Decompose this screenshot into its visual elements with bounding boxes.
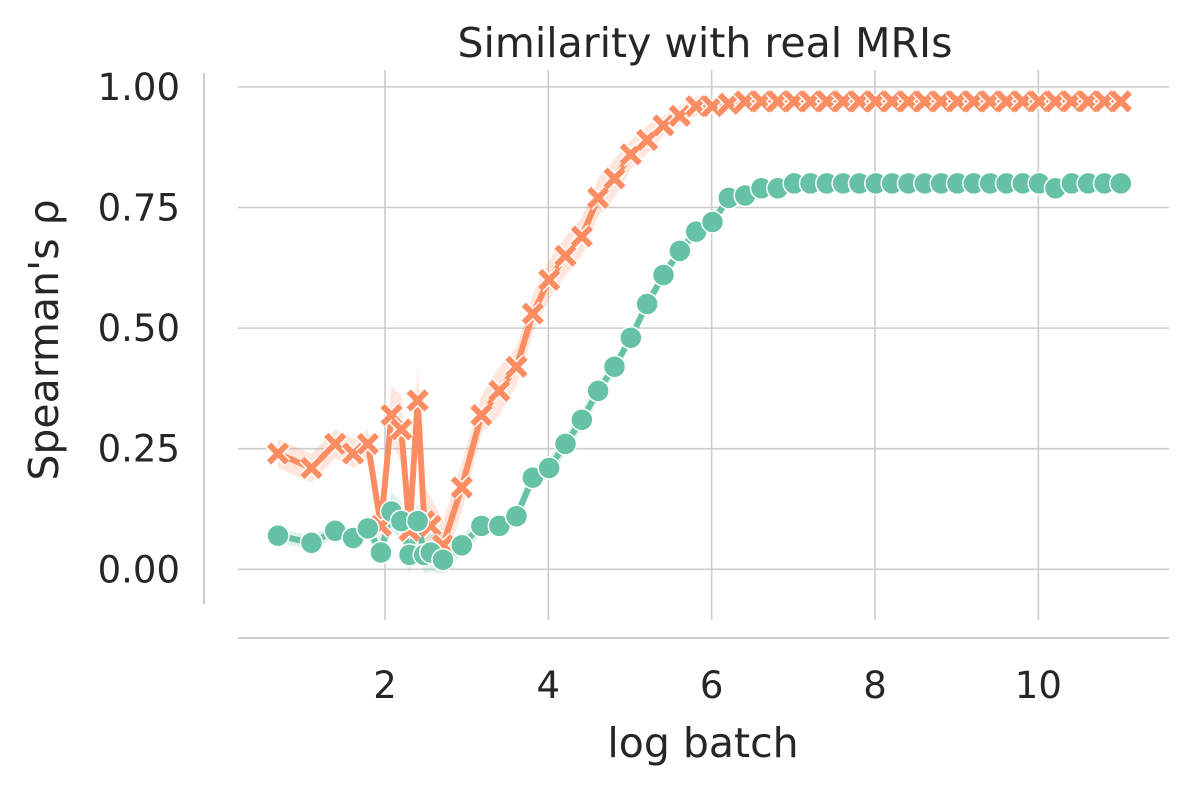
data-point <box>618 142 643 167</box>
y-tick-label: 0.00 <box>98 548 180 591</box>
data-point <box>1108 89 1133 114</box>
x-marker <box>390 418 413 441</box>
x-marker <box>470 403 493 427</box>
x-marker <box>570 225 593 248</box>
x-marker <box>636 128 659 152</box>
data-point <box>537 456 561 480</box>
x-marker <box>324 432 347 456</box>
data-point <box>369 540 393 565</box>
x-marker <box>505 355 528 378</box>
y-axis-label: Spearman's ρ <box>20 199 68 480</box>
x-marker <box>488 379 511 402</box>
data-point <box>602 354 627 379</box>
data-point <box>299 531 324 555</box>
x-marker <box>521 302 544 325</box>
axes: 0.00 0.25 0.50 0.75 1.00 2 4 6 8 10 <box>98 66 1169 707</box>
data-point <box>716 91 741 116</box>
x-tick-label: 8 <box>863 664 887 707</box>
data-point <box>265 441 291 466</box>
data-point <box>323 431 348 457</box>
x-marker <box>701 95 724 118</box>
x-marker <box>619 143 642 166</box>
x-tick-label: 4 <box>537 664 561 707</box>
x-marker <box>652 114 675 137</box>
data-point <box>1109 171 1133 196</box>
data-point <box>449 475 474 500</box>
series-line <box>275 98 1124 549</box>
data-point <box>356 516 380 541</box>
series-lines <box>275 98 1124 563</box>
x-tick-label: 2 <box>373 664 397 707</box>
x-marker <box>450 476 473 499</box>
x-marker <box>538 268 561 291</box>
data-point <box>570 408 594 432</box>
data-point <box>355 431 381 457</box>
data-point <box>405 388 430 413</box>
x-axis-label: log batch <box>607 719 798 767</box>
data-point <box>469 402 494 428</box>
data-point <box>700 94 725 119</box>
data-point <box>651 263 676 287</box>
data-point <box>553 243 578 268</box>
y-tick-label: 0.25 <box>98 428 180 471</box>
x-marker <box>587 186 610 209</box>
data-point <box>431 547 455 572</box>
data-point <box>635 292 659 316</box>
data-point <box>389 417 414 442</box>
x-marker <box>1109 90 1132 113</box>
x-marker <box>668 104 691 127</box>
data-point <box>536 267 562 293</box>
data-point <box>487 378 512 404</box>
data-point <box>667 103 692 129</box>
grid <box>238 70 1169 620</box>
y-tick-label: 0.75 <box>98 187 180 230</box>
chart-title: Similarity with real MRIs <box>458 19 953 67</box>
data-point <box>585 185 611 211</box>
y-tick-label: 0.50 <box>98 307 180 350</box>
data-point <box>569 224 594 249</box>
data-point <box>700 210 725 234</box>
x-marker <box>603 167 626 190</box>
x-marker <box>300 456 323 480</box>
x-marker <box>356 432 379 456</box>
data-point <box>619 326 643 350</box>
data-point <box>266 523 290 548</box>
x-tick-label: 10 <box>1015 664 1062 707</box>
data-point <box>520 301 545 326</box>
series-markers <box>265 89 1133 572</box>
data-point <box>504 504 529 529</box>
data-point <box>586 379 610 403</box>
data-point <box>553 432 578 456</box>
x-marker <box>266 442 290 465</box>
x-marker <box>554 244 577 267</box>
data-point <box>450 533 474 557</box>
data-point <box>299 455 324 481</box>
y-tick-label: 1.00 <box>98 66 180 109</box>
x-tick-label: 6 <box>700 664 724 707</box>
x-marker <box>717 92 740 115</box>
data-point <box>504 354 529 379</box>
data-point <box>405 509 430 533</box>
data-point <box>668 239 692 263</box>
data-point <box>634 127 660 153</box>
data-point <box>651 113 676 138</box>
x-marker <box>406 389 429 412</box>
data-point <box>602 166 627 191</box>
